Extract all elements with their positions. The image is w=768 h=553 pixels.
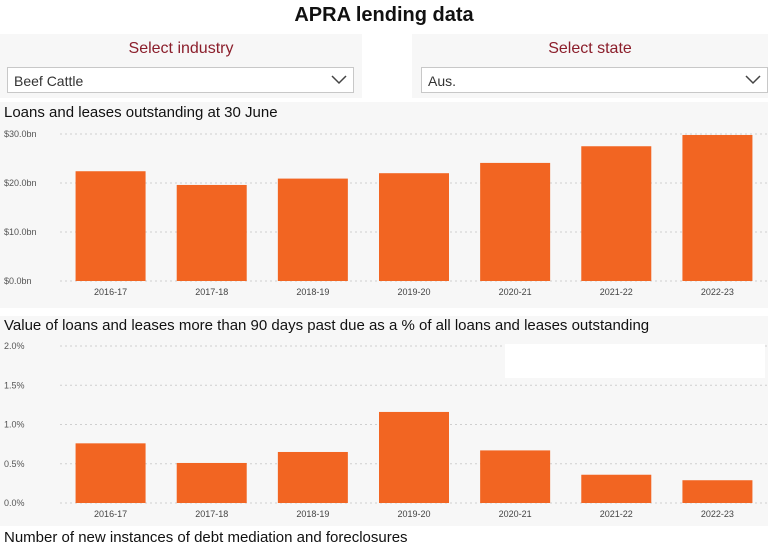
y-tick-label: 2.0% [4, 341, 25, 351]
industry-dropdown[interactable]: Beef Cattle [7, 67, 354, 93]
state-dropdown-value: Aus. [428, 73, 457, 89]
bar[interactable] [176, 184, 247, 281]
page-title: APRA lending data [294, 4, 474, 26]
x-tick-label: 2022-23 [701, 287, 734, 297]
bar[interactable] [480, 162, 551, 281]
loans-chart-title: Loans and leases outstanding at 30 June [4, 104, 278, 121]
state-dropdown[interactable]: Aus. [421, 67, 768, 93]
bar[interactable] [581, 146, 652, 281]
blank-visual-placeholder-2 [512, 530, 764, 550]
bar[interactable] [75, 443, 146, 503]
x-tick-label: 2017-18 [195, 287, 228, 297]
y-tick-label: $30.0bn [4, 129, 37, 139]
loans-bar-chart: $0.0bn $10.0bn $20.0bn $30.0bn 2016-17 2017-1… [4, 129, 768, 297]
bar[interactable] [581, 474, 652, 503]
bar[interactable] [277, 178, 348, 281]
x-tick-label: 2021-22 [600, 509, 633, 519]
bar[interactable] [75, 171, 146, 281]
past-due-chart-title: Value of loans and leases more than 90 d… [4, 317, 650, 334]
bar[interactable] [277, 451, 348, 503]
x-tick-label: 2020-21 [499, 287, 532, 297]
bar[interactable] [682, 134, 753, 281]
x-tick-label: 2021-22 [600, 287, 633, 297]
x-tick-label: 2017-18 [195, 509, 228, 519]
bar[interactable] [176, 462, 247, 503]
x-tick-label: 2018-19 [296, 287, 329, 297]
x-tick-label: 2022-23 [701, 509, 734, 519]
x-tick-label: 2016-17 [94, 287, 127, 297]
state-slicer-label: Select state [548, 40, 632, 57]
x-tick-label: 2016-17 [94, 509, 127, 519]
bar[interactable] [480, 450, 551, 503]
chevron-down-icon [331, 75, 347, 85]
y-tick-label: 0.0% [4, 498, 25, 508]
bar[interactable] [379, 411, 449, 503]
past-due-bar-chart: 0.0% 0.5% 1.0% 1.5% 2.0% 2016-17 2017-18 2018-1… [4, 341, 768, 519]
y-tick-label: $10.0bn [4, 227, 37, 237]
bar[interactable] [379, 173, 449, 281]
y-tick-label: 1.5% [4, 380, 25, 390]
y-tick-label: $0.0bn [4, 276, 32, 286]
y-tick-label: $20.0bn [4, 178, 37, 188]
chevron-down-icon [745, 75, 761, 85]
blank-visual-placeholder [505, 344, 765, 378]
industry-slicer-label: Select industry [128, 40, 234, 57]
bar[interactable] [682, 480, 753, 503]
x-tick-label: 2019-20 [397, 287, 430, 297]
y-tick-label: 1.0% [4, 420, 25, 430]
y-tick-label: 0.5% [4, 459, 25, 469]
x-tick-label: 2018-19 [296, 509, 329, 519]
x-tick-label: 2019-20 [397, 509, 430, 519]
mediation-title: Number of new instances of debt mediatio… [4, 529, 408, 546]
industry-dropdown-value: Beef Cattle [14, 73, 84, 89]
x-tick-label: 2020-21 [499, 509, 532, 519]
